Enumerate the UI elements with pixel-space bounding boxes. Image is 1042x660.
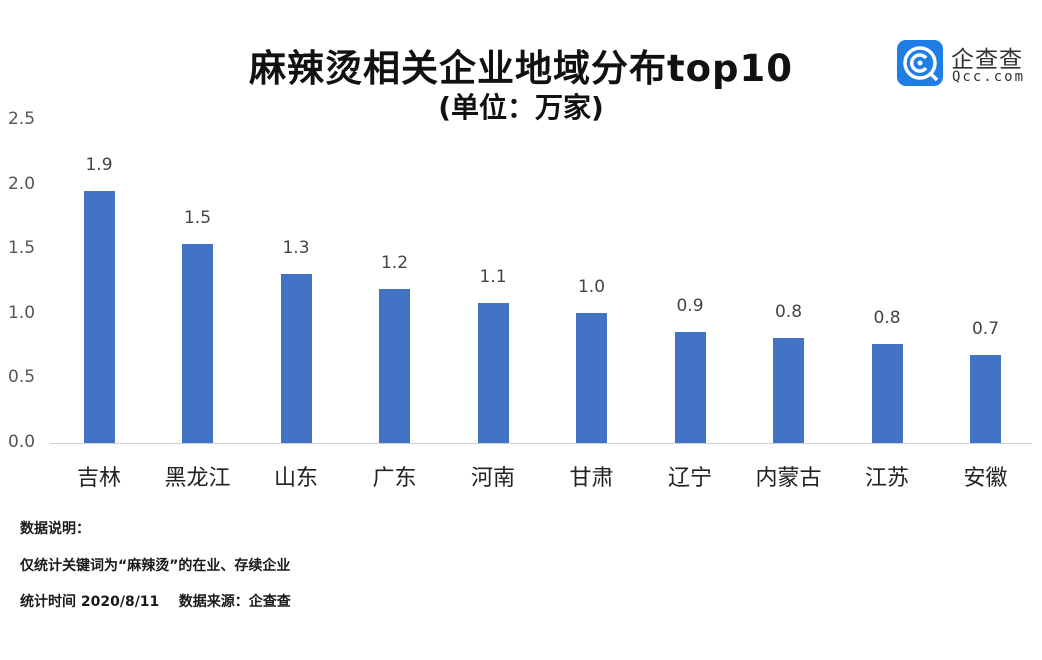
qcc-logo-icon: [897, 40, 943, 86]
bar-value-label: 1.9: [85, 155, 113, 176]
bar-2: [280, 273, 312, 443]
bar-0: [83, 191, 115, 443]
notes-heading: 数据说明：: [20, 521, 90, 537]
bar-7: [773, 338, 804, 443]
x-category-label: 山东: [273, 466, 318, 491]
bar-9: [970, 355, 1001, 443]
bar-4: [477, 303, 509, 443]
bar-value-label: 0.8: [774, 302, 803, 323]
y-tick-label: 2.0: [8, 173, 36, 194]
x-axis-line: [50, 443, 1032, 444]
bar-value-label: 1.2: [380, 253, 409, 274]
x-category-label: 安徽: [963, 466, 1008, 491]
chart-subtitle: (单位：万家): [438, 91, 604, 124]
qcc-logo: 企查查 Qcc.com: [897, 38, 1037, 88]
x-category-label: 江苏: [864, 466, 909, 491]
notes-line-2: 统计时间 2020/8/11 数据来源：企查查: [20, 594, 291, 610]
x-category-label: 甘肃: [569, 466, 614, 491]
x-category-label: 辽宁: [667, 466, 712, 491]
x-category-label: 广东: [372, 466, 417, 491]
x-category-label: 吉林: [76, 466, 121, 491]
x-category-label: 黑龙江: [164, 466, 231, 491]
bar-value-label: 1.0: [577, 276, 606, 297]
bar-value-label: 0.7: [971, 319, 1000, 340]
bar-1: [182, 244, 213, 443]
bar-6: [674, 331, 706, 443]
y-tick-label: 2.5: [8, 109, 36, 129]
bar-value-label: 1.5: [183, 208, 212, 229]
bar-value-label: 1.3: [282, 237, 310, 258]
bar-8: [871, 343, 903, 443]
y-tick-label: 1.0: [8, 302, 36, 323]
bar-value-label: 0.9: [676, 295, 704, 316]
logo-url: Qcc.com: [952, 69, 1026, 85]
logo-name: 企查查: [951, 47, 1023, 73]
bar-3: [379, 289, 410, 443]
y-tick-label: 1.5: [8, 238, 36, 259]
bar-value-label: 1.1: [479, 267, 507, 288]
x-category-label: 河南: [470, 466, 515, 491]
chart-title: 麻辣烫相关企业地域分布top10: [248, 47, 794, 90]
bar-5: [576, 312, 607, 443]
y-tick-label: 0.5: [8, 367, 36, 388]
x-category-label: 内蒙古: [755, 466, 822, 491]
notes-line-1: 仅统计关键词为“麻辣烫”的在业、存续企业: [20, 558, 291, 574]
bar-value-label: 0.8: [873, 307, 901, 328]
y-tick-label: 0.0: [8, 432, 36, 452]
